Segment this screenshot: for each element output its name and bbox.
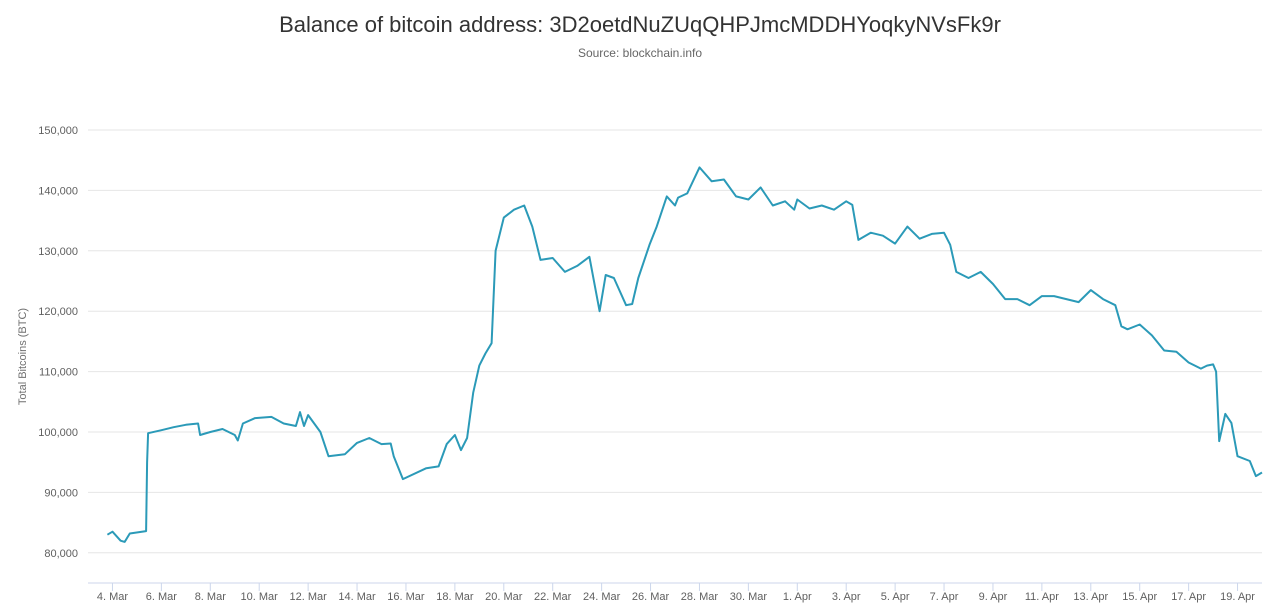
y-tick-label: 130,000 — [38, 246, 78, 258]
y-axis-ticks: 80,000 90,000 100,000 110,000 120,000 130,000… — [38, 125, 78, 560]
x-tick-label: 16. Mar — [387, 591, 425, 603]
chart-subtitle: Source: blockchain.info — [577, 46, 703, 60]
x-tick-label: 12. Mar — [289, 591, 327, 603]
x-tick-label: 13. Apr — [1073, 591, 1108, 603]
x-tick-label: 10. Mar — [241, 591, 279, 603]
x-tick-label: 26. Mar — [632, 591, 670, 603]
y-tick-label: 100,000 — [38, 427, 78, 439]
chart-title: Balance of bitcoin address: 3D2oetdNuZUq… — [279, 12, 1001, 37]
x-tick-label: 15. Apr — [1122, 591, 1157, 603]
x-axis-ticks: 4. Mar 6. Mar 8. Mar 10. Mar 12. Mar 14. Mar 1… — [97, 583, 1255, 603]
x-tick-label: 8. Mar — [195, 591, 227, 603]
gridlines — [88, 129, 1262, 554]
x-tick-label: 22. Mar — [534, 591, 572, 603]
y-tick-label: 150,000 — [38, 125, 78, 137]
x-tick-label: 28. Mar — [681, 591, 719, 603]
x-tick-label: 7. Apr — [930, 591, 959, 603]
y-tick-label: 110,000 — [39, 367, 78, 379]
y-tick-label: 120,000 — [38, 306, 78, 318]
x-tick-label: 18. Mar — [436, 591, 474, 603]
x-tick-label: 17. Apr — [1171, 591, 1206, 603]
y-tick-label: 90,000 — [44, 487, 78, 499]
x-tick-label: 4. Mar — [97, 591, 129, 603]
x-tick-label: 9. Apr — [979, 591, 1008, 603]
x-tick-label: 1. Apr — [783, 591, 812, 603]
y-tick-label: 80,000 — [44, 548, 78, 560]
x-tick-label: 24. Mar — [583, 591, 621, 603]
y-axis-label: Total Bitcoins (BTC) — [17, 308, 29, 405]
x-tick-label: 3. Apr — [832, 591, 861, 603]
x-tick-label: 14. Mar — [338, 591, 376, 603]
x-tick-label: 19. Apr — [1220, 591, 1255, 603]
x-tick-label: 11. Apr — [1025, 591, 1059, 603]
x-tick-label: 6. Mar — [146, 591, 178, 603]
y-tick-label: 140,000 — [38, 185, 78, 197]
x-tick-label: 20. Mar — [485, 591, 523, 603]
x-tick-label: 30. Mar — [730, 591, 768, 603]
x-tick-label: 5. Apr — [881, 591, 910, 603]
balance-series-line[interactable] — [106, 166, 1263, 543]
